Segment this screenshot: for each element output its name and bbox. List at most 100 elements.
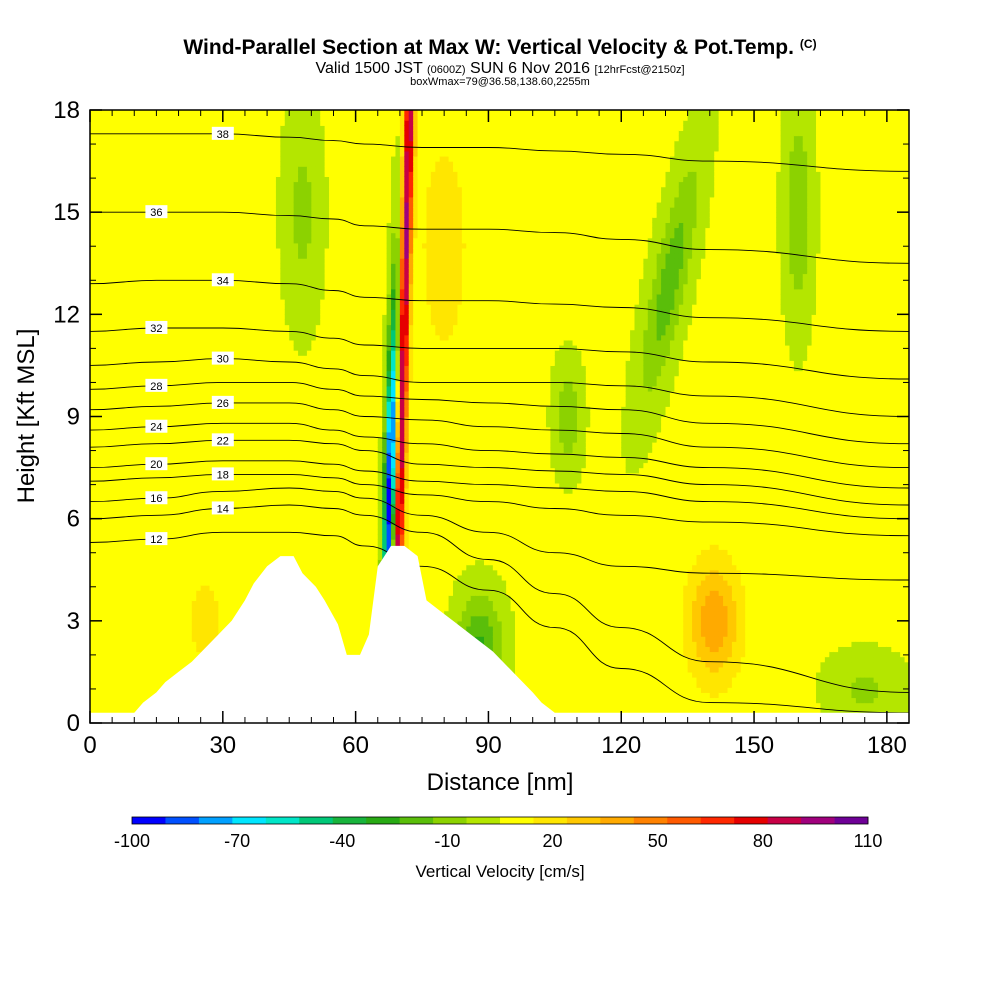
- velocity-cell: [147, 135, 153, 142]
- velocity-cell: [160, 278, 166, 285]
- velocity-cell: [134, 370, 140, 377]
- velocity-cell: [116, 293, 122, 300]
- velocity-cell: [182, 442, 188, 448]
- velocity-cell: [138, 482, 144, 489]
- velocity-cell: [182, 579, 188, 586]
- velocity-cell: [112, 523, 118, 530]
- velocity-cell: [116, 237, 122, 244]
- velocity-cell: [209, 150, 215, 157]
- velocity-cell: [112, 590, 118, 596]
- velocity-cell: [103, 503, 109, 510]
- velocity-cell: [112, 258, 118, 264]
- velocity-cell: [160, 293, 166, 300]
- velocity-cell: [90, 707, 96, 714]
- velocity-cell: [107, 702, 113, 709]
- velocity-cell: [249, 467, 255, 474]
- velocity-cell: [107, 166, 113, 172]
- velocity-cell: [174, 293, 180, 300]
- velocity-cell: [103, 227, 109, 234]
- velocity-cell: [267, 554, 273, 561]
- velocity-cell: [94, 636, 100, 642]
- velocity-cell: [143, 258, 149, 264]
- velocity-cell: [227, 155, 233, 162]
- velocity-cell: [262, 482, 268, 489]
- velocity-cell: [267, 482, 273, 489]
- velocity-cell: [231, 293, 237, 300]
- velocity-cell: [116, 482, 122, 489]
- velocity-cell: [240, 110, 246, 116]
- velocity-cell: [200, 406, 206, 412]
- velocity-cell: [151, 186, 158, 193]
- velocity-cell: [120, 467, 127, 474]
- velocity-cell: [182, 610, 188, 617]
- velocity-cell: [178, 212, 184, 218]
- velocity-cell: [174, 533, 180, 540]
- velocity-cell: [156, 585, 162, 591]
- velocity-cell: [191, 145, 197, 152]
- velocity-cell: [182, 528, 188, 535]
- velocity-cell: [236, 191, 242, 198]
- velocity-cell: [129, 309, 135, 315]
- velocity-cell: [90, 191, 96, 198]
- velocity-cell: [165, 574, 171, 581]
- velocity-cell: [103, 268, 109, 275]
- velocity-cell: [174, 207, 180, 213]
- velocity-cell: [182, 319, 188, 326]
- velocity-cell: [253, 344, 259, 351]
- velocity-cell: [227, 544, 233, 550]
- velocity-cell: [244, 110, 250, 116]
- velocity-cell: [231, 278, 237, 285]
- velocity-cell: [253, 365, 259, 372]
- velocity-cell: [112, 125, 118, 132]
- velocity-cell: [169, 636, 175, 642]
- velocity-cell: [156, 656, 162, 663]
- velocity-cell: [244, 503, 250, 510]
- velocity-cell: [213, 600, 219, 607]
- velocity-cell: [129, 687, 135, 693]
- velocity-cell: [169, 559, 175, 566]
- velocity-cell: [116, 600, 122, 607]
- velocity-cell: [253, 385, 259, 392]
- velocity-cell: [98, 590, 104, 596]
- velocity-cell: [209, 115, 215, 121]
- velocity-cell: [267, 406, 273, 412]
- velocity-cell: [236, 150, 242, 157]
- velocity-cell: [112, 140, 118, 147]
- velocity-cell: [213, 176, 219, 183]
- velocity-cell: [236, 232, 242, 239]
- velocity-cell: [151, 646, 158, 653]
- velocity-cell: [98, 232, 104, 239]
- velocity-cell: [94, 569, 100, 576]
- velocity-cell: [227, 559, 233, 566]
- velocity-cell: [271, 396, 277, 402]
- velocity-cell: [209, 411, 215, 418]
- velocity-cell: [244, 176, 250, 183]
- velocity-cell: [165, 385, 171, 392]
- velocity-cell: [236, 472, 242, 479]
- velocity-cell: [178, 482, 184, 489]
- velocity-cell: [138, 620, 144, 627]
- velocity-cell: [94, 396, 100, 402]
- velocity-cell: [249, 508, 255, 515]
- velocity-cell: [222, 329, 228, 336]
- velocity-cell: [129, 574, 135, 581]
- velocity-cell: [147, 559, 153, 566]
- velocity-cell: [125, 115, 131, 121]
- velocity-cell: [98, 544, 104, 550]
- velocity-cell: [169, 442, 175, 448]
- velocity-cell: [244, 559, 250, 566]
- velocity-cell: [209, 631, 215, 637]
- velocity-cell: [253, 161, 259, 167]
- velocity-cell: [98, 513, 104, 520]
- velocity-cell: [120, 605, 127, 612]
- velocity-cell: [103, 217, 109, 223]
- velocity-cell: [231, 207, 237, 213]
- velocity-cell: [120, 651, 127, 658]
- velocity-cell: [125, 620, 131, 627]
- velocity-cell: [196, 457, 202, 464]
- velocity-cell: [267, 145, 273, 152]
- velocity-cell: [165, 615, 171, 622]
- velocity-cell: [191, 130, 197, 137]
- velocity-cell: [138, 344, 144, 351]
- velocity-cell: [244, 217, 250, 223]
